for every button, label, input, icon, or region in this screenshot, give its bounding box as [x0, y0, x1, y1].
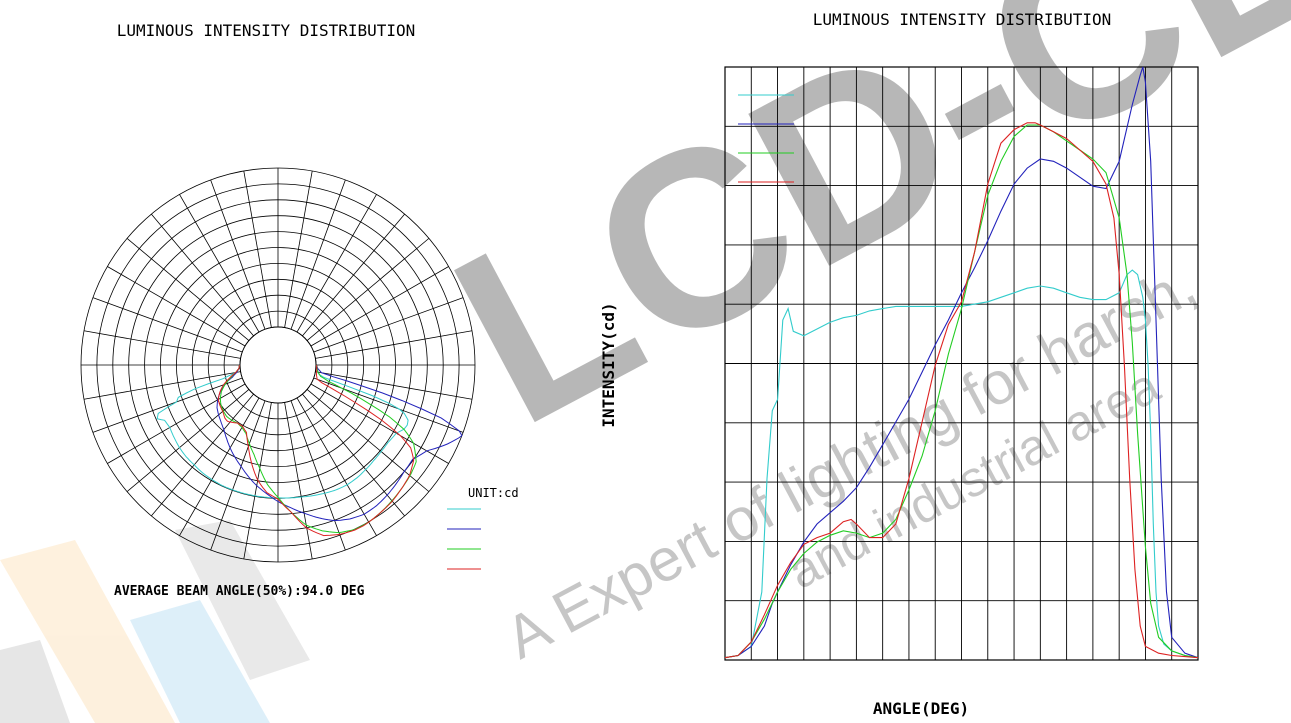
cartesian-curve-C90-270 [724, 122, 1199, 659]
cartesian-curve-C30-210 [724, 66, 1199, 659]
polar-curve-C30-210 [216, 364, 463, 522]
cartesian-curve-C60-240 [724, 124, 1199, 659]
cartesian-frame [724, 66, 1199, 661]
watermark-orange-stripe [0, 540, 175, 723]
beam-angle-text: AVERAGE BEAM ANGLE(50%):94.0 DEG [114, 584, 365, 599]
y-axis-label: INTENSITY(cd) [599, 302, 618, 427]
polar-inner-ring [239, 326, 317, 404]
polar-legend [447, 508, 481, 570]
polar-ring [144, 231, 412, 499]
watermark-blue-stripe [130, 600, 270, 723]
cartesian-legend [738, 94, 794, 183]
polar-curve-C90-270 [217, 364, 415, 537]
polar-unit-label: UNIT:cd [468, 486, 519, 500]
watermark-gray-stripe-2 [175, 520, 310, 680]
polar-ring [175, 262, 380, 467]
watermark-gray-stripe [0, 640, 70, 723]
polar-ring [96, 183, 460, 547]
cartesian-curves [724, 66, 1199, 659]
cartesian-curve-C0-180 [724, 269, 1199, 659]
polar-curve-C60-240 [219, 364, 417, 534]
x-axis-label: ANGLE(DEG) [873, 699, 969, 718]
polar-title: LUMINOUS INTENSITY DISTRIBUTION [117, 21, 416, 40]
polar-curves [156, 364, 463, 537]
polar-ring [160, 247, 396, 483]
polar-ring [112, 199, 444, 531]
polar-ring [128, 215, 428, 515]
polar-ring [80, 167, 476, 563]
cartesian-grid [724, 66, 1199, 661]
polar-ring [191, 278, 365, 452]
polar-ring [223, 310, 333, 420]
cartesian-title: LUMINOUS INTENSITY DISTRIBUTION [813, 10, 1112, 29]
polar-ring [207, 294, 349, 436]
watermark [0, 520, 310, 723]
polar-grid [80, 167, 476, 563]
